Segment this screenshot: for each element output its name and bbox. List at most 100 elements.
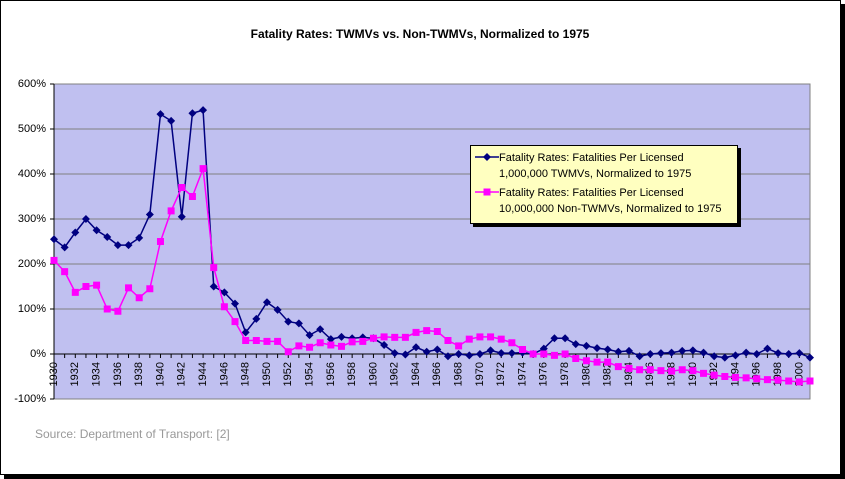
data-point [487,333,495,341]
x-tick-label: 1938 [133,362,145,386]
data-point [369,334,377,342]
data-point [103,233,112,241]
data-point [231,318,239,326]
x-tick-label: 1976 [538,362,550,386]
data-point [50,256,58,264]
data-point [668,367,676,375]
y-tick-label: 300% [18,213,46,225]
data-point [252,314,261,323]
data-point [423,327,431,335]
y-tick-label: 200% [18,258,46,270]
x-tick-label: 1954 [303,362,315,386]
data-point [475,350,484,358]
data-point [806,353,814,362]
data-point [721,373,729,380]
data-point [316,339,324,347]
data-point [678,346,687,355]
data-point [688,346,697,355]
data-point [81,215,90,223]
data-point [135,233,144,242]
x-tick-label: 1986 [644,362,656,386]
data-point [71,288,79,296]
source-note: Source: Department of Transport: [2] [35,427,230,441]
data-point [540,350,548,358]
legend-label: Fatality Rates: Fatalities Per Licensed … [499,187,722,215]
legend: Fatality Rates: Fatalities Per Licensed … [470,145,738,224]
data-point [146,285,154,293]
data-point [92,226,101,235]
data-point [60,243,69,252]
data-point [401,333,409,341]
legend-entry: Fatality Rates: Fatalities Per Licensed … [475,185,733,217]
data-point [784,350,793,358]
y-tick-label: 0% [30,348,46,360]
data-point [220,288,229,297]
x-tick-label: 1968 [453,362,465,386]
x-tick-label: 1936 [112,362,124,386]
data-point [572,355,580,362]
data-point [614,347,623,356]
data-point [284,348,292,356]
data-point [774,376,782,384]
data-point [93,281,101,289]
data-point [210,264,218,272]
x-tick-label: 1966 [431,362,443,386]
data-point [380,333,388,341]
data-point [465,335,473,343]
data-point [678,366,686,374]
data-point [731,351,740,360]
data-point [124,241,133,250]
data-point [806,377,814,385]
data-point [359,337,367,345]
data-point [316,325,325,334]
data-point [220,303,228,311]
data-point [582,357,590,365]
data-point [305,331,314,340]
data-point [699,348,708,357]
data-point [295,342,303,350]
data-point [306,343,314,351]
data-point [242,337,250,344]
data-point [231,299,240,308]
data-point [710,352,719,361]
x-tick-label: 1974 [516,362,528,386]
legend-marker [483,188,491,196]
data-point [177,212,186,221]
data-point [412,343,421,352]
legend-entry: Fatality Rates: Fatalities Per Licensed … [475,150,733,182]
x-tick-label: 1996 [751,362,763,386]
data-point [337,342,345,350]
data-point [273,305,282,314]
data-point [263,337,271,345]
data-point [710,371,718,379]
data-point [113,241,122,250]
data-point [593,344,602,353]
data-point [742,348,751,357]
legend-swatch [475,188,499,196]
x-tick-label: 1940 [154,362,166,386]
data-point [209,282,218,291]
data-point [82,283,90,290]
data-point [571,340,580,349]
data-point [742,374,750,382]
x-tick-label: 1958 [346,362,358,386]
legend-label: Fatality Rates: Fatalities Per Licensed … [499,152,692,180]
data-point [326,335,335,344]
data-point [785,377,793,385]
data-point [636,366,644,374]
data-point [188,109,197,118]
data-point [795,378,803,386]
data-point [529,350,537,358]
x-tick-label: 1990 [687,362,699,386]
data-point [443,352,452,361]
data-point [731,373,739,381]
data-point [519,346,527,353]
x-tick-label: 1948 [240,362,252,386]
data-point [61,268,69,276]
data-point [412,328,420,336]
data-point [262,298,271,307]
data-point [497,349,506,358]
data-point [252,337,260,344]
data-point [656,349,665,358]
